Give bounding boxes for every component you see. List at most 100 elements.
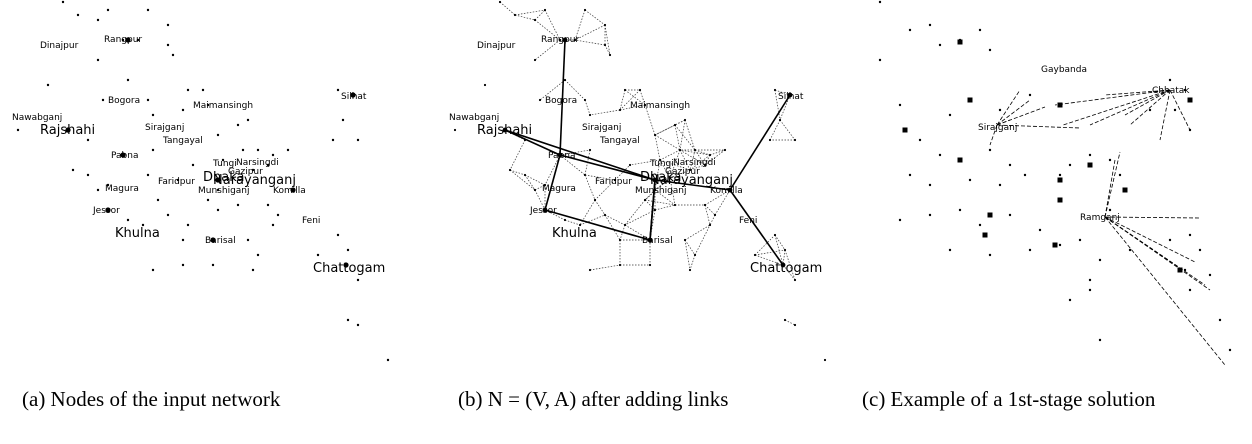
node xyxy=(533,18,537,22)
link xyxy=(689,154,711,171)
node xyxy=(513,13,517,17)
city-label: Bogora xyxy=(545,96,577,106)
node xyxy=(1038,228,1042,232)
caption: (b) N = (V, A) after adding links xyxy=(458,387,729,411)
node xyxy=(978,223,982,227)
link xyxy=(624,89,646,106)
city-label: Nawabganj xyxy=(12,113,62,123)
link xyxy=(509,139,526,171)
node xyxy=(246,238,250,242)
link xyxy=(619,224,626,241)
node xyxy=(206,198,210,202)
node xyxy=(623,223,627,227)
city-label: Gaybanda xyxy=(1041,65,1087,75)
solution-link xyxy=(1104,151,1121,218)
node xyxy=(988,148,992,152)
trunk-link xyxy=(544,209,651,241)
city-label: Dinajpur xyxy=(477,41,516,51)
link xyxy=(524,174,536,191)
node xyxy=(523,138,527,142)
node xyxy=(898,218,902,222)
node xyxy=(151,268,155,272)
node xyxy=(623,88,627,92)
node xyxy=(938,43,942,47)
node xyxy=(136,38,140,42)
node xyxy=(121,38,125,42)
node xyxy=(708,223,712,227)
node xyxy=(1098,338,1102,342)
city-label: Pabna xyxy=(548,151,575,161)
city-label: Narayanganj xyxy=(213,173,296,188)
node xyxy=(948,248,952,252)
node xyxy=(166,213,170,217)
node xyxy=(823,358,827,362)
link xyxy=(654,124,676,136)
node xyxy=(688,268,692,272)
link xyxy=(714,189,731,216)
link xyxy=(579,214,606,226)
city-label: Rajshahi xyxy=(477,123,532,138)
node xyxy=(780,262,786,268)
link xyxy=(514,14,536,21)
node xyxy=(216,188,220,192)
trunk-link xyxy=(729,94,791,191)
node xyxy=(1188,233,1192,237)
node xyxy=(918,138,922,142)
city-label: Komilla xyxy=(273,186,306,196)
link xyxy=(679,119,686,151)
node xyxy=(1118,173,1122,177)
node xyxy=(793,323,797,327)
node xyxy=(350,92,356,98)
node xyxy=(647,237,653,243)
node xyxy=(271,153,275,157)
node xyxy=(236,123,240,127)
link xyxy=(584,174,596,201)
node xyxy=(251,168,255,172)
city-label: Bogora xyxy=(108,96,140,106)
solution-link xyxy=(996,99,1031,126)
link xyxy=(584,99,591,116)
facility xyxy=(987,212,993,218)
node xyxy=(241,148,245,152)
trunk-link xyxy=(504,129,656,181)
city-label: Tungi xyxy=(649,159,674,169)
node xyxy=(948,113,952,117)
node xyxy=(96,188,100,192)
city-label: Silhat xyxy=(341,92,367,102)
node xyxy=(1198,248,1202,252)
node xyxy=(563,218,567,222)
node xyxy=(878,58,882,62)
node xyxy=(266,203,270,207)
node xyxy=(603,43,607,47)
facility xyxy=(957,39,963,45)
node xyxy=(768,138,772,142)
solution-link xyxy=(989,124,998,146)
node xyxy=(216,208,220,212)
node xyxy=(125,37,131,43)
link xyxy=(499,1,516,16)
node xyxy=(783,318,787,322)
city-label: Tungi xyxy=(212,159,237,169)
node xyxy=(106,183,110,187)
link xyxy=(709,214,716,226)
city-label: Silhat xyxy=(778,92,804,102)
node xyxy=(1228,348,1232,352)
link xyxy=(782,249,786,266)
link xyxy=(704,204,711,226)
node xyxy=(86,138,90,142)
link xyxy=(534,189,546,211)
node xyxy=(1183,88,1187,92)
link xyxy=(704,149,726,166)
node xyxy=(988,253,992,257)
node xyxy=(1208,273,1212,277)
caption: (a) Nodes of the input network xyxy=(22,387,281,411)
city-label: Tangayal xyxy=(599,136,640,146)
node xyxy=(46,83,50,87)
link xyxy=(584,9,606,26)
node xyxy=(908,173,912,177)
link xyxy=(524,174,546,186)
node xyxy=(176,178,180,182)
node xyxy=(668,176,672,180)
link xyxy=(534,39,561,61)
